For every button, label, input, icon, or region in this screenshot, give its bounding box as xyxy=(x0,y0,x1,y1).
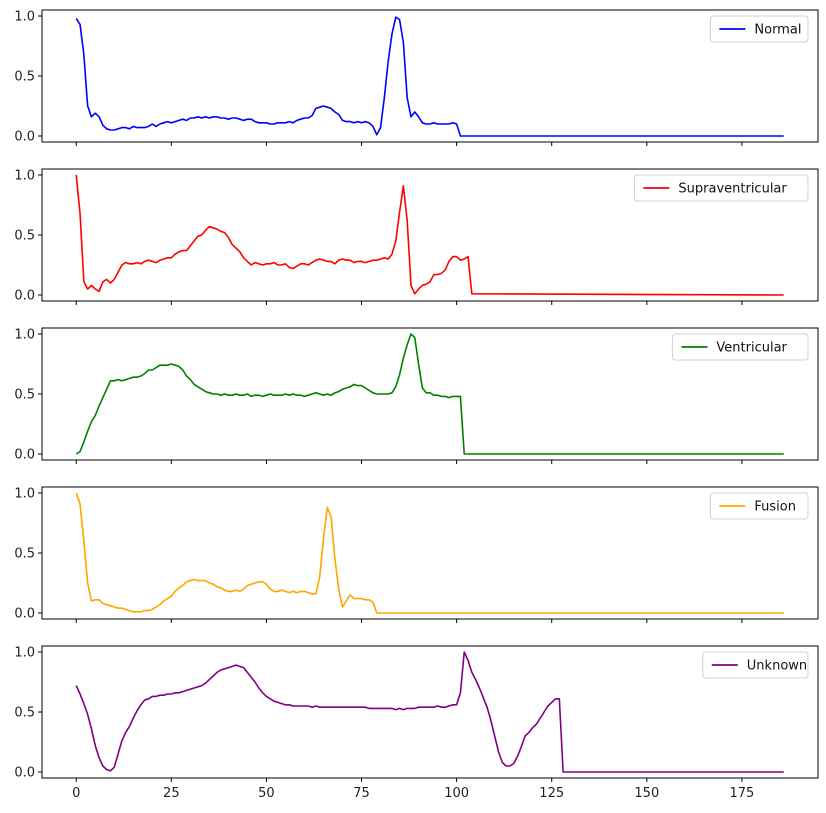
legend-box xyxy=(709,15,809,43)
x-tick-label: 75 xyxy=(353,786,370,801)
x-tick-label: 25 xyxy=(163,786,180,801)
y-tick-label: 0.5 xyxy=(14,547,35,562)
x-tick-label: 150 xyxy=(634,786,659,801)
x-tick-label: 175 xyxy=(730,786,755,801)
legend-label: Unknown xyxy=(747,659,807,674)
legend-label: Fusion xyxy=(754,500,796,515)
y-tick-label: 0.5 xyxy=(14,706,35,721)
line-normal xyxy=(75,16,784,137)
x-tick-label: 50 xyxy=(258,786,275,801)
y-tick-label: 0.0 xyxy=(14,130,35,145)
x-tick-label: 100 xyxy=(444,786,469,801)
x-tick-label: 125 xyxy=(539,786,564,801)
legend-box xyxy=(702,651,809,679)
y-tick-label: 0.5 xyxy=(14,388,35,403)
legend-label: Supraventricular xyxy=(678,182,787,197)
subplot-unknown: 0.0 0.5 1.0 0 25 50 75 100 125 150 175 Unknown xyxy=(14,645,819,801)
legend-supraventricular: Supraventricular xyxy=(633,174,809,202)
legend-fusion: Fusion xyxy=(709,492,809,520)
y-tick-label: 0.0 xyxy=(14,607,35,622)
y-tick-label: 1.0 xyxy=(14,487,35,502)
legend-box xyxy=(671,333,809,361)
line-fusion xyxy=(75,492,784,614)
subplot-supraventricular: 0.0 0.5 1.0 Supraventricular xyxy=(14,168,819,305)
y-tick-label: 1.0 xyxy=(14,169,35,184)
axes-frame xyxy=(41,9,819,143)
y-tick-label: 0.0 xyxy=(14,289,35,304)
y-tick-label: 1.0 xyxy=(14,10,35,25)
legend-unknown: Unknown xyxy=(702,651,809,679)
y-tick-label: 0.5 xyxy=(14,70,35,85)
legend-label: Normal xyxy=(754,23,801,38)
line-supraventricular xyxy=(75,174,784,296)
legend-box xyxy=(709,492,809,520)
subplot-fusion: 0.0 0.5 1.0 Fusion xyxy=(14,486,819,623)
line-ventricular xyxy=(75,333,784,455)
axes-frame xyxy=(41,486,819,620)
y-tick-label: 0.0 xyxy=(14,448,35,463)
line-unknown xyxy=(75,651,784,773)
legend-normal: Normal xyxy=(709,15,809,43)
axes-frame xyxy=(41,645,819,779)
legend-box xyxy=(633,174,809,202)
y-tick-label: 1.0 xyxy=(14,328,35,343)
y-tick-label: 0.0 xyxy=(14,766,35,781)
subplot-ventricular: 0.0 0.5 1.0 Ventricular xyxy=(14,327,819,464)
legend-label: Ventricular xyxy=(716,341,787,356)
x-tick-label: 0 xyxy=(72,786,80,801)
subplot-normal: 0.0 0.5 1.0 Normal xyxy=(14,9,819,146)
y-tick-label: 0.5 xyxy=(14,229,35,244)
y-tick-label: 1.0 xyxy=(14,646,35,661)
legend-ventricular: Ventricular xyxy=(671,333,809,361)
